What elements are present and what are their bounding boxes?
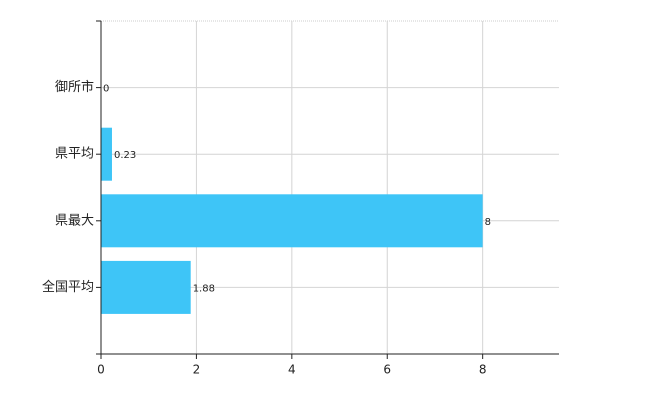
x-tick-label: 6 bbox=[383, 363, 391, 377]
y-tick-label: 全国平均 bbox=[42, 279, 94, 295]
x-tick-label: 0 bbox=[97, 363, 105, 377]
x-tick-label: 4 bbox=[288, 363, 296, 377]
x-tick-label: 8 bbox=[479, 363, 487, 377]
y-tick-label: 県平均 bbox=[55, 147, 94, 162]
y-tick-label: 御所市 bbox=[55, 79, 94, 95]
y-tick-label: 県最大 bbox=[55, 213, 94, 228]
bar bbox=[101, 194, 483, 248]
value-label: 8 bbox=[485, 217, 491, 228]
bar bbox=[101, 260, 191, 314]
value-label: 1.88 bbox=[193, 283, 215, 294]
value-label: 0 bbox=[103, 84, 109, 95]
value-label: 0.23 bbox=[114, 150, 136, 161]
x-tick-label: 2 bbox=[193, 363, 201, 377]
bar bbox=[101, 127, 112, 181]
